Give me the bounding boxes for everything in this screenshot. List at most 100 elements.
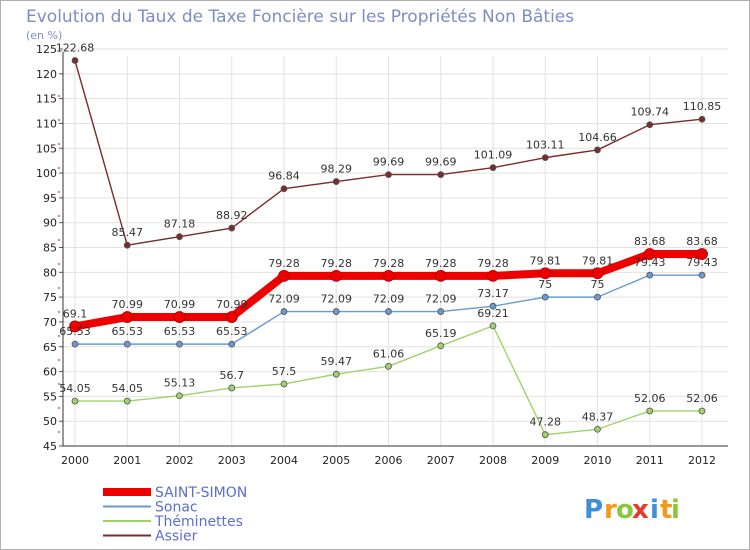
y-tick-label: 85 xyxy=(43,242,57,255)
data-label: 79.28 xyxy=(321,257,353,270)
data-label: 85.47 xyxy=(112,226,144,239)
x-tick-label: 2012 xyxy=(688,454,716,467)
data-label: 83.68 xyxy=(686,235,718,248)
data-label: 69.1 xyxy=(63,307,88,320)
data-point xyxy=(280,380,288,388)
axis-dot xyxy=(58,215,60,217)
data-point xyxy=(696,248,708,260)
data-point xyxy=(698,271,706,279)
data-label: 61.06 xyxy=(373,347,405,360)
axis-dot xyxy=(58,407,60,409)
data-label: 65.53 xyxy=(112,325,144,338)
axis-dot xyxy=(58,95,60,97)
data-label: 69.21 xyxy=(477,307,509,320)
data-label: 75 xyxy=(591,278,605,291)
data-label: 72.09 xyxy=(373,293,405,306)
data-point xyxy=(489,302,497,310)
data-point xyxy=(698,407,706,415)
x-tick-label: 2011 xyxy=(636,454,664,467)
data-label: 72.09 xyxy=(268,293,300,306)
data-point xyxy=(280,185,288,193)
data-label: 70.99 xyxy=(112,298,144,311)
y-tick-label: 110 xyxy=(36,117,57,130)
data-label: 73.17 xyxy=(477,287,509,300)
data-label: 59.47 xyxy=(321,355,353,368)
data-label: 79.28 xyxy=(477,257,509,270)
y-tick-label: 115 xyxy=(36,93,57,106)
data-point xyxy=(594,293,601,301)
data-label: 79.28 xyxy=(425,257,457,270)
data-label: 55.13 xyxy=(164,377,196,390)
legend-label: SAINT-SIMON xyxy=(155,485,247,501)
data-point xyxy=(176,340,183,348)
data-label: 65.53 xyxy=(216,325,248,338)
data-point xyxy=(123,397,131,405)
data-point xyxy=(330,269,343,282)
data-label: 96.84 xyxy=(268,170,300,183)
legend-label: Théminettes xyxy=(154,514,243,530)
data-point xyxy=(71,57,79,64)
axis-dot xyxy=(58,191,60,193)
data-point xyxy=(698,115,706,123)
y-tick-label: 50 xyxy=(43,415,57,428)
y-tick-label: 45 xyxy=(43,440,57,453)
data-label: 72.09 xyxy=(425,293,457,306)
data-point xyxy=(123,241,131,249)
data-point xyxy=(121,311,134,323)
axis-dot xyxy=(58,335,60,337)
logo-letter: t xyxy=(660,495,672,525)
logo-letter: i xyxy=(650,495,659,525)
data-point xyxy=(71,397,79,405)
data-labels: 122.68 85.47 87.18 88.92 96.84 98.29 99.69 99.6… xyxy=(56,42,722,429)
data-label: 79.81 xyxy=(582,254,614,267)
x-tick-label: 2001 xyxy=(113,454,141,467)
data-label: 47.28 xyxy=(530,416,562,429)
axis-dot xyxy=(58,167,60,169)
data-label: 79.43 xyxy=(686,256,718,269)
data-label: 56.7 xyxy=(220,369,245,382)
data-label: 88.92 xyxy=(216,209,248,222)
y-tick-label: 75 xyxy=(43,291,57,304)
y-tick-label: 105 xyxy=(36,142,57,155)
axis-dot xyxy=(58,359,60,361)
data-point xyxy=(332,178,340,185)
data-label: 122.68 xyxy=(56,42,95,55)
data-point xyxy=(176,233,183,241)
data-label: 103.11 xyxy=(526,139,565,152)
grid xyxy=(63,48,728,446)
data-point xyxy=(228,224,236,232)
data-label: 70.99 xyxy=(164,298,196,311)
data-point xyxy=(594,425,601,433)
data-point xyxy=(489,322,497,330)
x-tick-label: 2002 xyxy=(166,454,194,467)
data-point xyxy=(437,171,445,179)
data-point xyxy=(228,384,236,392)
data-label: 99.69 xyxy=(373,156,405,169)
y-tick-label: 120 xyxy=(36,68,57,81)
data-label: 52.06 xyxy=(686,392,718,405)
x-tick-label: 2009 xyxy=(531,454,559,467)
legend-label: Assier xyxy=(155,529,198,545)
axis-dot xyxy=(58,383,60,385)
data-point xyxy=(123,340,131,348)
data-point xyxy=(591,267,604,280)
data-label: 75 xyxy=(538,278,552,291)
data-label: 104.66 xyxy=(578,131,617,144)
data-point xyxy=(176,392,183,400)
axis-dot xyxy=(58,119,60,121)
data-label: 101.09 xyxy=(474,149,513,162)
data-label: 57.5 xyxy=(272,365,297,378)
data-point xyxy=(646,121,654,129)
data-point xyxy=(489,164,497,172)
data-point xyxy=(69,320,81,333)
x-tick-label: 2000 xyxy=(61,454,89,467)
data-point xyxy=(437,342,445,350)
y-tick-label: 90 xyxy=(43,217,57,230)
y-tick-label: 70 xyxy=(43,316,57,329)
data-point xyxy=(225,311,238,323)
data-point xyxy=(71,340,79,348)
data-label: 99.69 xyxy=(425,156,457,169)
